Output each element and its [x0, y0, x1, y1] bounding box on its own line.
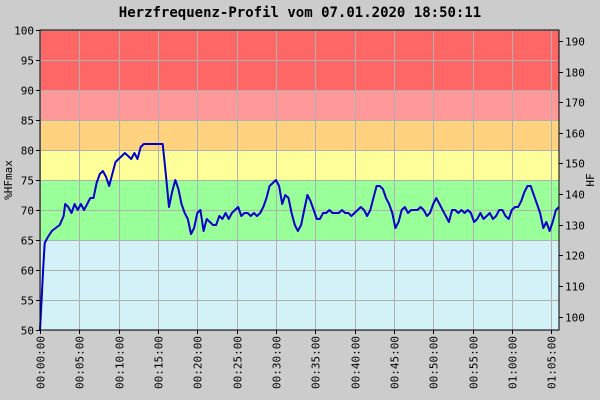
y-tick-label-right: 150	[565, 158, 585, 171]
x-tick-label: 00:30:00	[271, 336, 284, 389]
zone-band	[40, 150, 559, 180]
y-tick-label-right: 110	[565, 281, 585, 294]
x-tick-label: 00:15:00	[153, 336, 166, 389]
x-axis: 00:00:00 00:05:00 00:10:00 00:15:00 00:20:00…	[35, 330, 559, 389]
x-tick-label: 00:10:00	[114, 336, 127, 389]
y-tick-label-right: 180	[565, 67, 585, 80]
y-tick-label-left: 75	[21, 175, 34, 188]
x-tick-label: 00:25:00	[232, 336, 245, 389]
y-tick-label-left: 70	[21, 205, 34, 218]
x-tick-label: 00:40:00	[350, 336, 363, 389]
x-tick-label: 00:55:00	[468, 336, 481, 389]
x-tick-label: 01:00:00	[507, 336, 520, 389]
y-axis-right-title: HF	[584, 173, 597, 186]
y-tick-label-right: 120	[565, 250, 585, 263]
series-layer	[39, 143, 560, 331]
x-tick-label: 01:05:00	[546, 336, 559, 389]
x-tick-label: 00:05:00	[74, 336, 87, 389]
zone-band	[40, 90, 559, 120]
chart-title: Herzfrequenz-Profil vom 07.01.2020 18:50…	[119, 5, 481, 21]
y-tick-label-left: 60	[21, 265, 34, 278]
y-tick-label-right: 100	[565, 312, 585, 325]
y-tick-label-left: 80	[21, 145, 34, 158]
y-tick-label-left: 50	[21, 325, 34, 338]
y-axis-left: 50 55 60 65 70 75 80 85 90 95 100	[14, 25, 40, 338]
y-axis-left-title: %HFmax	[2, 160, 15, 200]
heart-rate-line	[39, 143, 560, 331]
y-tick-label-right: 170	[565, 97, 585, 110]
y-axis-right: 100 110 120 130 140 150 160 170 180 190	[559, 36, 585, 325]
y-tick-label-right: 190	[565, 36, 585, 49]
x-tick-label: 00:50:00	[428, 336, 441, 389]
x-tick-label: 00:35:00	[310, 336, 323, 389]
y-tick-label-right: 130	[565, 220, 585, 233]
y-tick-label-left: 85	[21, 115, 34, 128]
y-tick-label-left: 100	[14, 25, 34, 38]
y-tick-label-left: 95	[21, 55, 34, 68]
zone-band	[40, 240, 559, 330]
y-tick-label-right: 160	[565, 128, 585, 141]
x-tick-label: 00:20:00	[192, 336, 205, 389]
y-tick-label-left: 55	[21, 295, 34, 308]
y-tick-label-left: 65	[21, 235, 34, 248]
zone-band	[40, 120, 559, 150]
x-tick-label: 00:00:00	[35, 336, 48, 389]
y-tick-label-left: 90	[21, 85, 34, 98]
y-tick-label-right: 140	[565, 189, 585, 202]
x-tick-label: 00:45:00	[389, 336, 402, 389]
